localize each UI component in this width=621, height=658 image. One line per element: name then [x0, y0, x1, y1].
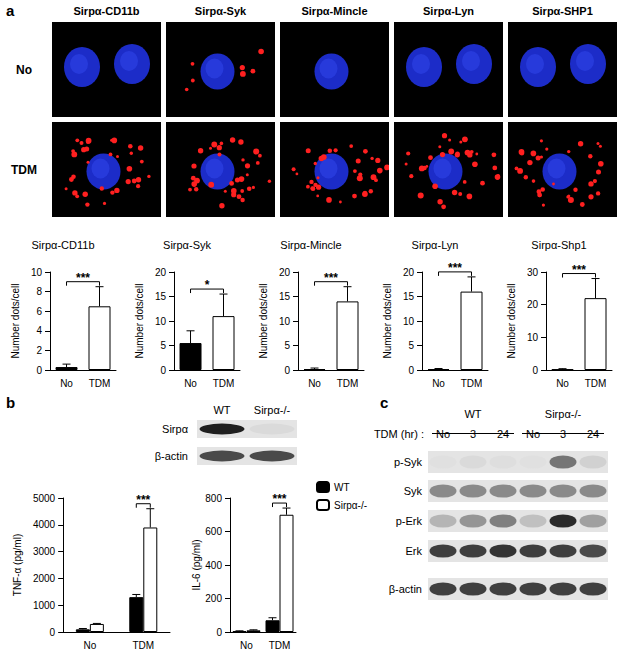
svg-text:Number dots/cell: Number dots/cell	[382, 283, 393, 358]
html-text:c: c	[380, 393, 389, 411]
svg-text:20: 20	[279, 267, 291, 278]
svg-text:Sirpα-Shp1: Sirpα-Shp1	[531, 239, 586, 251]
svg-text:Number dots/cell: Number dots/cell	[10, 283, 21, 358]
html-text:Sirpα-CD11b: Sirpα-CD11b	[73, 5, 140, 17]
svg-text:0: 0	[408, 365, 414, 376]
html-text:Sirpα-Syk: Sirpα-Syk	[194, 5, 247, 17]
svg-text:200: 200	[205, 593, 222, 604]
svg-text:TNF-α (pg/ml): TNF-α (pg/ml)	[12, 534, 23, 596]
svg-text:5: 5	[408, 340, 414, 351]
svg-text:2000: 2000	[33, 573, 56, 584]
html-text:24: 24	[586, 428, 600, 440]
svg-text:Sirpα-Lyn: Sirpα-Lyn	[412, 239, 459, 251]
svg-text:20: 20	[155, 267, 167, 278]
svg-text:***: ***	[136, 493, 150, 507]
svg-text:20: 20	[403, 267, 415, 278]
svg-text:4000: 4000	[33, 519, 56, 530]
html-text:Erk: Erk	[405, 545, 422, 557]
svg-text:0: 0	[216, 627, 222, 638]
html-text:β-actin: β-actin	[154, 450, 188, 462]
html-text:TDM (hr) :: TDM (hr) :	[373, 428, 424, 440]
svg-text:WT: WT	[334, 482, 350, 493]
svg-text:0: 0	[284, 365, 290, 376]
svg-text:600: 600	[205, 526, 222, 537]
html-text:TDM: TDM	[11, 162, 37, 177]
svg-text:10: 10	[279, 316, 291, 327]
svg-text:TDM: TDM	[132, 640, 154, 651]
html-text:WT: WT	[464, 408, 482, 420]
svg-text:No: No	[83, 640, 96, 651]
svg-text:10: 10	[527, 332, 539, 343]
svg-text:No: No	[240, 640, 253, 651]
svg-text:1000: 1000	[33, 600, 56, 611]
svg-text:TDM: TDM	[461, 378, 483, 389]
svg-text:30: 30	[527, 267, 539, 278]
html-text:b: b	[6, 393, 16, 411]
html-text:Sirpα: Sirpα	[162, 423, 188, 435]
svg-text:6: 6	[36, 306, 42, 317]
svg-text:400: 400	[205, 560, 222, 571]
svg-text:No: No	[60, 378, 73, 389]
html-text:Sirpα-/-: Sirpα-/-	[544, 408, 582, 420]
svg-text:***: ***	[324, 271, 338, 285]
svg-text:10: 10	[403, 316, 415, 327]
svg-text:8: 8	[36, 286, 42, 297]
svg-text:No: No	[308, 378, 321, 389]
svg-text:5: 5	[160, 340, 166, 351]
html-text:Sirpα-Mincle: Sirpα-Mincle	[301, 5, 368, 17]
html-text:3: 3	[469, 428, 477, 440]
html-text:WT: WT	[213, 404, 231, 416]
svg-text:No: No	[556, 378, 569, 389]
svg-text:*: *	[205, 278, 210, 292]
svg-text:***: ***	[572, 263, 586, 277]
svg-text:TDM: TDM	[269, 640, 291, 651]
html-text:p-Syk: p-Syk	[393, 456, 422, 468]
html-text:p-Erk: p-Erk	[395, 515, 422, 527]
html-text:24: 24	[496, 428, 510, 440]
svg-text:5: 5	[284, 340, 290, 351]
svg-text:Sirpα-/-: Sirpα-/-	[334, 500, 367, 511]
svg-text:15: 15	[403, 291, 415, 302]
svg-text:10: 10	[31, 267, 43, 278]
svg-text:800: 800	[205, 493, 222, 504]
svg-text:10: 10	[155, 316, 167, 327]
svg-text:0: 0	[50, 627, 56, 638]
svg-text:TDM: TDM	[337, 378, 359, 389]
html-text:Sirpα-/-: Sirpα-/-	[253, 404, 291, 416]
svg-text:0: 0	[532, 365, 538, 376]
svg-text:No: No	[184, 378, 197, 389]
html-text:Syk: Syk	[403, 485, 422, 497]
html-text:No: No	[436, 428, 450, 440]
svg-text:***: ***	[76, 271, 90, 285]
html-text:Sirpα-SHP1: Sirpα-SHP1	[532, 5, 593, 17]
html-text:No: No	[526, 428, 540, 440]
svg-text:0: 0	[36, 365, 42, 376]
svg-text:TDM: TDM	[213, 378, 235, 389]
html-text:Sirpα-Lyn: Sirpα-Lyn	[423, 5, 474, 17]
svg-text:0: 0	[160, 365, 166, 376]
svg-text:15: 15	[279, 291, 291, 302]
svg-text:Sirpα-Mincle: Sirpα-Mincle	[280, 239, 341, 251]
html-text:No: No	[16, 62, 32, 77]
html-text:3: 3	[559, 428, 567, 440]
svg-text:Number dots/cell: Number dots/cell	[134, 283, 145, 358]
svg-text:2: 2	[36, 345, 42, 356]
svg-text:***: ***	[448, 261, 462, 275]
svg-text:No: No	[432, 378, 445, 389]
svg-text:***: ***	[272, 492, 286, 506]
svg-text:4: 4	[36, 325, 42, 336]
html-text:a: a	[6, 1, 15, 19]
svg-text:TDM: TDM	[89, 378, 111, 389]
svg-text:Sirpα-Syk: Sirpα-Syk	[163, 239, 211, 251]
svg-text:3000: 3000	[33, 546, 56, 557]
svg-text:IL-6 (pg/ml): IL-6 (pg/ml)	[191, 539, 202, 590]
svg-text:5000: 5000	[33, 493, 56, 504]
svg-text:TDM: TDM	[585, 378, 607, 389]
svg-text:Number dots/cell: Number dots/cell	[506, 283, 517, 358]
html-text:β-actin: β-actin	[388, 583, 422, 595]
svg-text:Number dots/cell: Number dots/cell	[258, 283, 269, 358]
svg-text:Sirpα-CD11b: Sirpα-CD11b	[31, 239, 94, 251]
svg-text:15: 15	[155, 291, 167, 302]
svg-text:20: 20	[527, 299, 539, 310]
